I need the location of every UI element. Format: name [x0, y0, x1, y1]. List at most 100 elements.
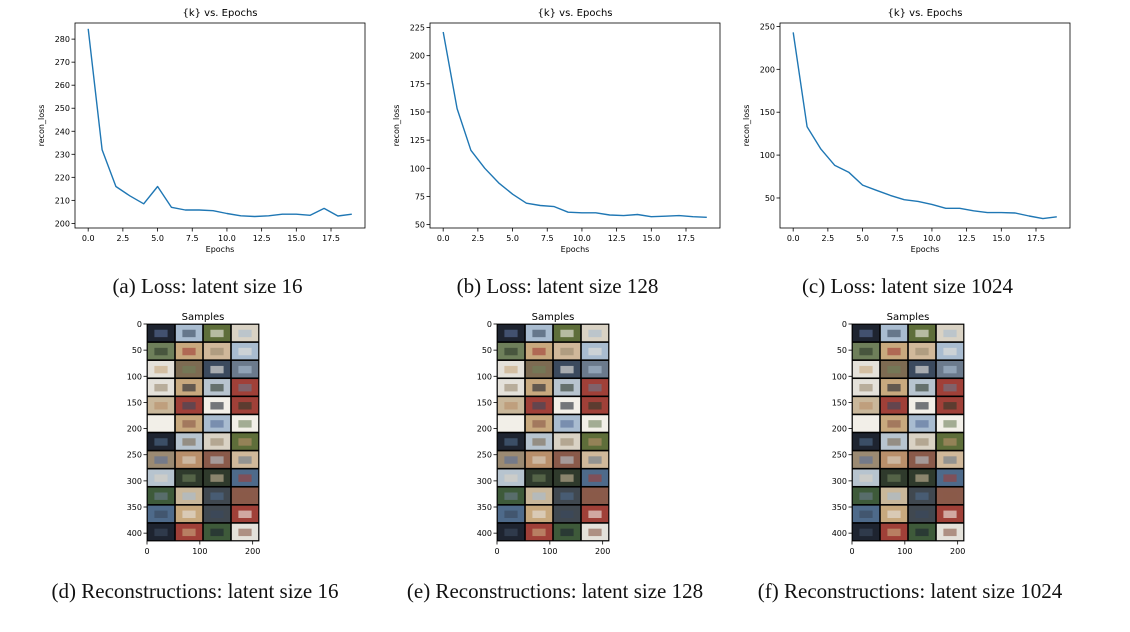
sample-tile-content — [915, 474, 929, 482]
sample-tile-content — [859, 365, 873, 374]
y-tick-label: 200 — [55, 219, 70, 228]
sample-tile-content — [588, 329, 602, 338]
y-tick-label: 50 — [415, 221, 425, 230]
sample-tile-content — [532, 402, 546, 410]
sample-tile-content — [182, 456, 196, 464]
sample-tile-content — [210, 510, 224, 518]
sample-tile-content — [210, 365, 224, 374]
x-tick-label: 100 — [897, 547, 912, 556]
samples-image-latent-128: Samples 0 100 200 0 50 100 150 200 250 300 350 400 — [477, 312, 611, 556]
sample-tile-content — [859, 492, 873, 500]
sample-tile-content — [588, 456, 602, 464]
sample-tile-content — [943, 365, 957, 374]
sample-tile-content — [532, 365, 546, 374]
series-line — [442, 31, 707, 218]
x-tick-label: 5.0 — [856, 234, 869, 243]
y-tick-label: 0 — [842, 320, 847, 329]
sample-tile-content — [154, 402, 168, 410]
loss-plot-a: {k} vs. Epochs 0.0 2.5 5.0 7.5 10.0 12.5 15.0 17… — [35, 5, 380, 269]
sample-tile-content — [154, 456, 168, 464]
sample-tile-content — [532, 456, 546, 464]
sample-tile-content — [238, 402, 252, 410]
caption-d: (d) Reconstructions: latent size 16 — [51, 579, 339, 603]
sample-tile-content — [154, 528, 168, 537]
sample-tile-content — [182, 383, 196, 392]
sample-tile-content — [238, 347, 252, 356]
sample-tile-content — [588, 420, 602, 428]
caption-b: (b) Loss: latent size 128 — [456, 274, 659, 298]
loss-chart-latent-1024: {k} vs. Epochs 0.0 2.5 5.0 7.5 10.0 12.5 15.0 17… — [742, 8, 1071, 254]
y-tick-label: 150 — [832, 398, 847, 407]
sample-tile-content — [504, 510, 518, 518]
plot-frame — [74, 22, 366, 229]
sample-tile-content — [887, 438, 901, 446]
sample-tile-content — [238, 365, 252, 374]
x-tick-label: 200 — [245, 547, 260, 556]
y-tick-label: 350 — [477, 503, 492, 512]
x-tick-label: 2.5 — [822, 234, 835, 243]
sample-tile-content — [859, 474, 873, 482]
sample-tile-content — [859, 329, 873, 338]
sample-tile-content — [560, 402, 574, 410]
x-axis-label: Epochs — [206, 245, 235, 254]
sample-tile-content — [943, 402, 957, 410]
sample-tile-content — [943, 492, 957, 500]
sample-tile-content — [887, 420, 901, 428]
x-tick-label: 0.0 — [787, 234, 800, 243]
loss-chart-latent-16: {k} vs. Epochs 0.0 2.5 5.0 7.5 10.0 12.5 15.0 17… — [37, 8, 366, 254]
y-tick-label: 230 — [55, 150, 70, 159]
sample-tile-content — [588, 528, 602, 537]
sample-tile-content — [532, 347, 546, 356]
sample-tile-content — [588, 383, 602, 392]
sample-tile-content — [182, 365, 196, 374]
x-tick-label: 7.5 — [186, 234, 199, 243]
sample-tile-content — [887, 510, 901, 518]
y-tick-label: 200 — [760, 65, 775, 74]
sample-tile-content — [182, 420, 196, 428]
sample-tile-content — [560, 510, 574, 518]
x-tick-label: 2.5 — [117, 234, 130, 243]
sample-tile-content — [154, 438, 168, 446]
loss-plot-c: {k} vs. Epochs 0.0 2.5 5.0 7.5 10.0 12.5 15.0 17… — [740, 5, 1085, 269]
sample-tile-content — [859, 402, 873, 410]
loss-plot-b: {k} vs. Epochs 0.0 2.5 5.0 7.5 10.0 12.5 15.0 17… — [390, 5, 735, 269]
y-tick-label: 0 — [487, 320, 492, 329]
caption-f: (f) Reconstructions: latent size 1024 — [757, 579, 1063, 603]
sample-tile-content — [182, 510, 196, 518]
sample-tile-content — [915, 347, 929, 356]
sample-tile-content — [588, 402, 602, 410]
sample-tile-content — [210, 383, 224, 392]
y-tick-label: 200 — [127, 425, 142, 434]
sample-tile-content — [532, 492, 546, 500]
y-tick-label: 400 — [127, 529, 142, 538]
sample-tile-content — [238, 528, 252, 537]
x-tick-label: 5.0 — [506, 234, 519, 243]
y-tick-label: 350 — [127, 503, 142, 512]
y-tick-label: 300 — [832, 477, 847, 486]
sample-tile-content — [504, 528, 518, 537]
sample-tile-content — [210, 347, 224, 356]
sample-tile-content — [560, 456, 574, 464]
y-tick-label: 100 — [832, 372, 847, 381]
y-axis-label: recon_loss — [37, 105, 46, 147]
sample-tile-content — [210, 492, 224, 500]
sample-tile-content — [887, 456, 901, 464]
sample-tile-content — [859, 383, 873, 392]
plot-frame — [429, 22, 721, 229]
x-tick-label: 2.5 — [472, 234, 485, 243]
y-tick-label: 300 — [127, 477, 142, 486]
y-tick-label: 220 — [55, 173, 70, 182]
image-frame — [496, 323, 610, 542]
y-tick-label: 100 — [410, 164, 425, 173]
x-tick-label: 12.5 — [253, 234, 271, 243]
sample-tile-content — [915, 438, 929, 446]
sample-tile-content — [943, 347, 957, 356]
image-background — [147, 324, 259, 541]
y-axis-label: recon_loss — [742, 105, 751, 147]
y-tick-label: 260 — [55, 81, 70, 90]
chart-title: {k} vs. Epochs — [182, 8, 257, 19]
x-tick-label: 15.0 — [992, 234, 1010, 243]
y-tick-label: 50 — [482, 346, 492, 355]
y-tick-label: 150 — [477, 398, 492, 407]
sample-tile-content — [887, 347, 901, 356]
